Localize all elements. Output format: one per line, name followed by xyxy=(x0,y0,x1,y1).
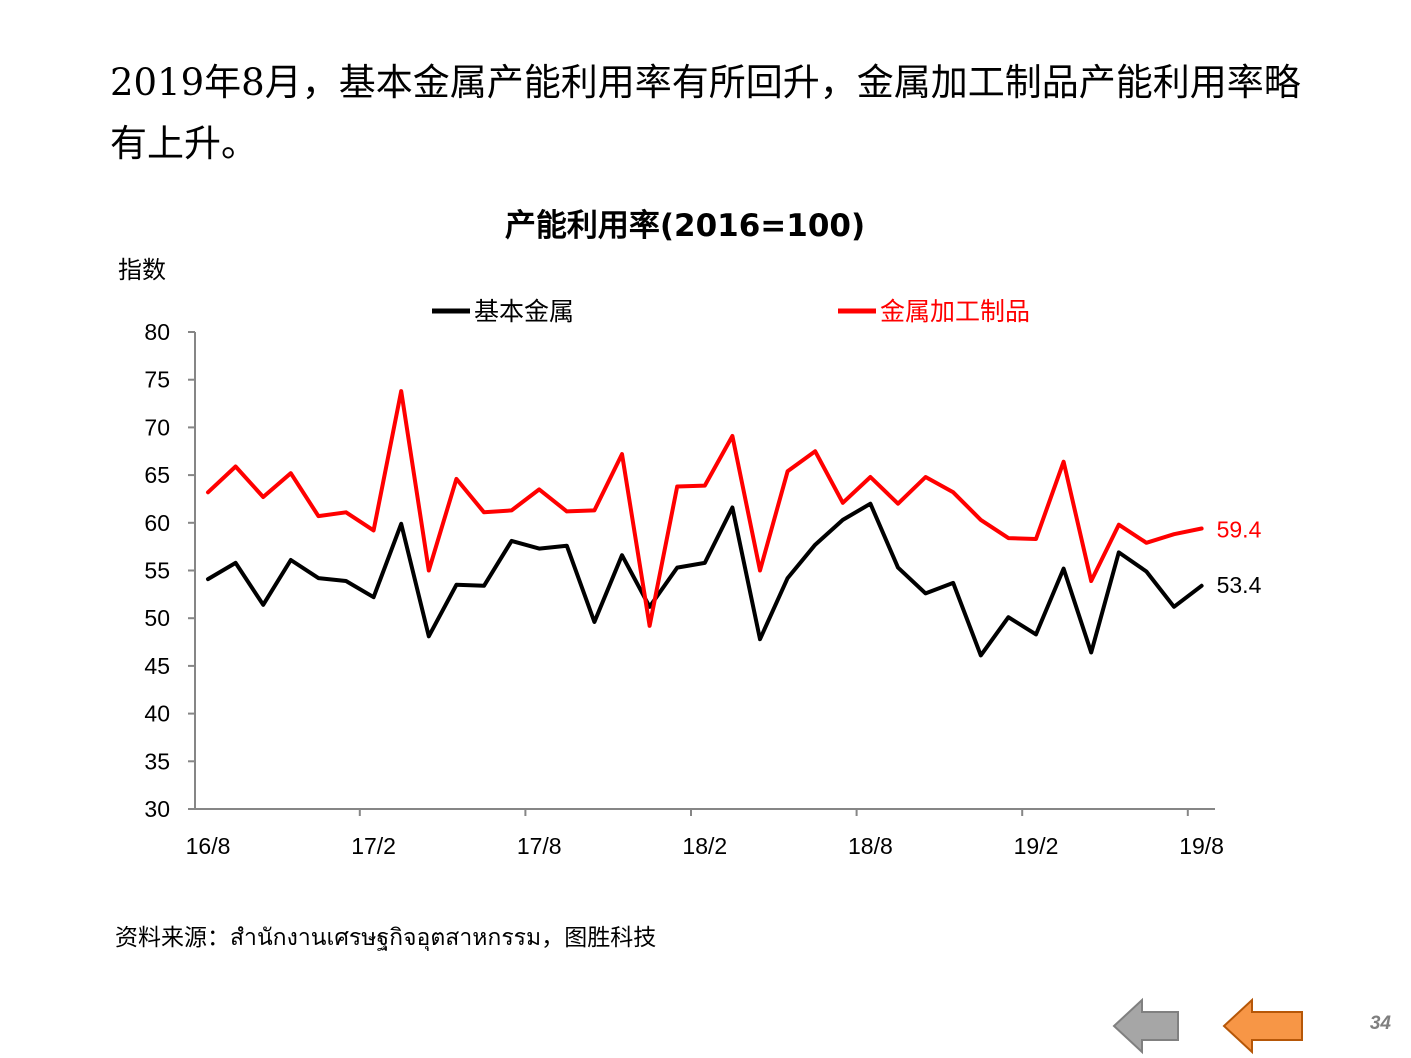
series-end-label: 59.4 xyxy=(1217,517,1262,543)
y-tick-label: 60 xyxy=(144,510,170,536)
y-tick-label: 40 xyxy=(144,701,170,727)
series-end-labels: 53.4 59.4 xyxy=(1217,517,1262,598)
chart-legend: 基本金属 金属加工制品 xyxy=(432,297,1030,326)
grey-left-arrow-icon[interactable] xyxy=(1112,996,1184,1056)
series-line-fabricated-metal-products xyxy=(206,389,1204,628)
y-tick-label: 30 xyxy=(144,796,170,822)
x-tick-label: 19/8 xyxy=(1179,833,1224,859)
x-tick-label: 17/2 xyxy=(351,833,396,859)
source-note: 资料来源：สำนักงานเศรษฐกิจอุตสาหกรรม，图胜科技 xyxy=(115,925,657,951)
y-tick-label: 55 xyxy=(144,558,170,584)
line-chart: 80 75 70 65 60 55 50 45 40 35 30 16/8 17/2 17/8 18/2 18… xyxy=(144,297,1262,859)
page-headline: 2019年8月，基本金属产能利用率有所回升，金属加工制品产能利用率略有上升。 xyxy=(110,61,1301,165)
y-tick-label: 70 xyxy=(144,414,170,440)
y-tick-label: 50 xyxy=(144,605,170,631)
series-line-basic-metals xyxy=(206,501,1204,658)
y-tick-label: 45 xyxy=(144,653,170,679)
x-tick-label: 18/8 xyxy=(848,833,893,859)
y-axis-unit-label: 指数 xyxy=(118,256,166,284)
axis-ticks: 80 75 70 65 60 55 50 45 40 35 30 16/8 17/2 17/8 18/2 18… xyxy=(144,319,1224,859)
chart-series xyxy=(206,389,1204,658)
x-tick-label: 19/2 xyxy=(1014,833,1059,859)
orange-left-arrow-icon[interactable] xyxy=(1222,996,1308,1056)
page-number: 34 xyxy=(1369,1013,1391,1034)
chart-title: 产能利用率(2016=100) xyxy=(504,208,866,244)
x-tick-label: 16/8 xyxy=(186,833,231,859)
y-tick-label: 80 xyxy=(144,319,170,345)
y-tick-label: 65 xyxy=(144,462,170,488)
legend-label: 金属加工制品 xyxy=(880,297,1030,326)
y-tick-label: 75 xyxy=(144,367,170,393)
y-tick-label: 35 xyxy=(144,748,170,774)
x-tick-label: 17/8 xyxy=(517,833,562,859)
series-end-label: 53.4 xyxy=(1217,572,1262,598)
x-tick-label: 18/2 xyxy=(682,833,727,859)
legend-label: 基本金属 xyxy=(474,297,574,326)
